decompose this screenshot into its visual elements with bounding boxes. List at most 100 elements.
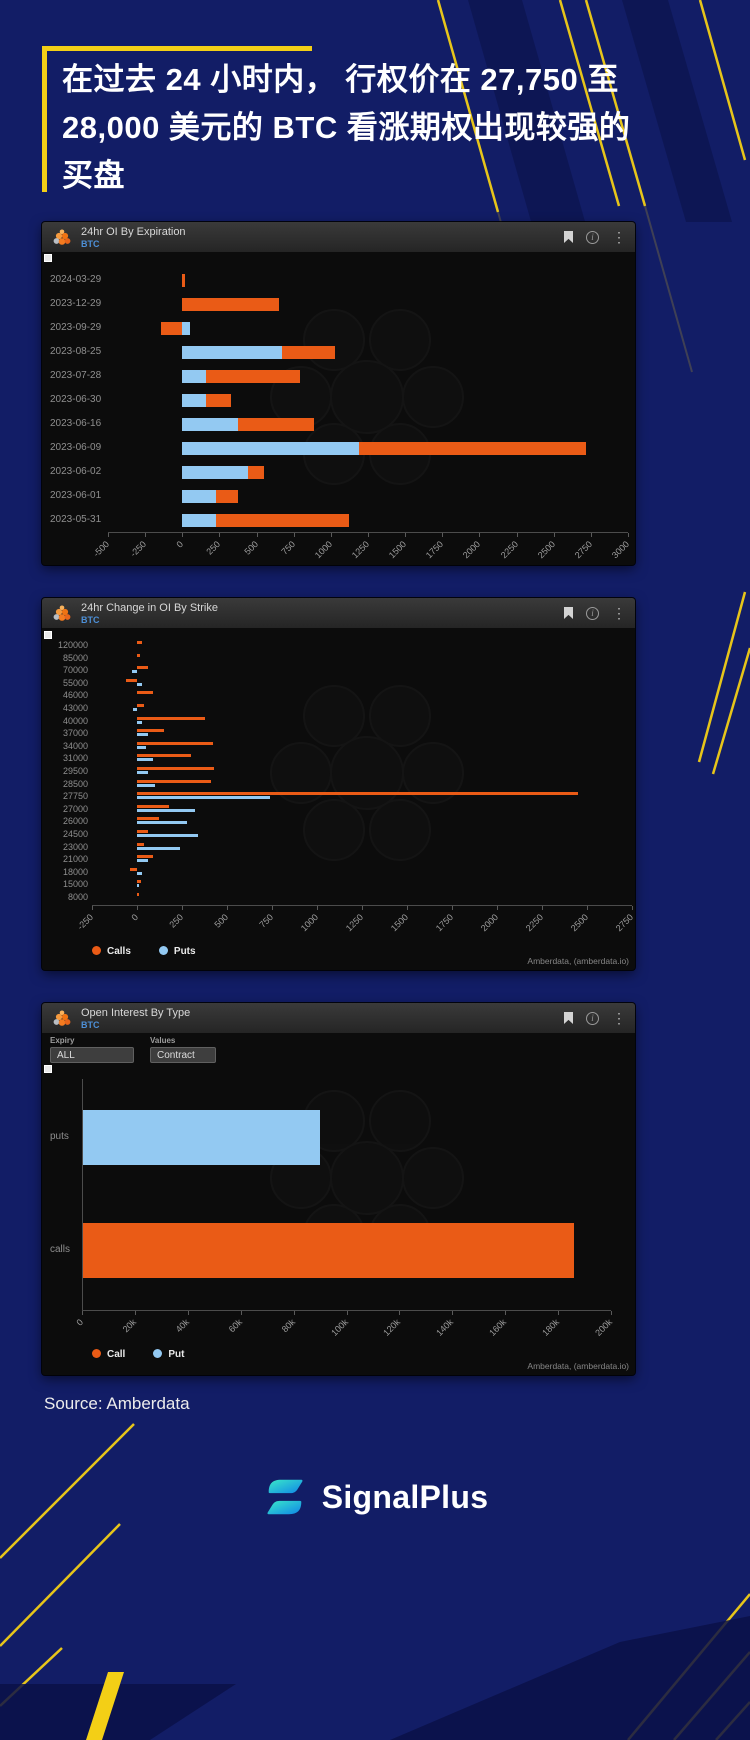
bar xyxy=(137,767,215,770)
legend-item-puts[interactable]: Puts xyxy=(158,946,196,957)
bar xyxy=(137,884,139,888)
x-tickmark xyxy=(452,906,453,910)
bar xyxy=(137,733,148,737)
category-label: 2023-12-29 xyxy=(50,298,102,309)
legend-item-call[interactable]: Call xyxy=(92,1349,125,1360)
bar xyxy=(137,741,213,745)
x-tickmark xyxy=(145,533,147,537)
bar xyxy=(133,708,137,711)
x-tickmark xyxy=(330,533,332,537)
legend-item-calls[interactable]: Calls xyxy=(92,946,131,957)
headline-block: 在过去 24 小时内， 行权价在 27,750 至 28,000 美元的 BTC… xyxy=(42,46,652,200)
x-tick-label: 1000 xyxy=(298,912,321,934)
bar xyxy=(137,871,143,875)
bar-segment xyxy=(247,465,264,479)
bar xyxy=(137,893,139,896)
change-in-oi-by-strike-chart: 120000 85000 70000 55000 46000 43000 40000 3700… xyxy=(42,628,635,970)
headline-text: 在过去 24 小时内， 行权价在 27,750 至 28,000 美元的 BTC… xyxy=(62,62,631,193)
category-label: 40000 xyxy=(62,715,88,726)
info-icon[interactable]: i xyxy=(586,1011,599,1025)
legend-item-put[interactable]: Put xyxy=(153,1349,184,1360)
category-label: 2023-06-01 xyxy=(50,490,102,501)
zoom-reset-box[interactable] xyxy=(44,1065,52,1073)
bar-segment xyxy=(182,465,248,479)
x-tick-label: 1750 xyxy=(424,539,446,561)
info-icon[interactable]: i xyxy=(586,606,599,620)
info-icon[interactable]: i xyxy=(586,230,599,244)
bar xyxy=(137,817,159,821)
category-label: 85000 xyxy=(62,652,88,663)
bar xyxy=(82,1222,574,1278)
bar xyxy=(137,666,148,670)
x-tickmark xyxy=(293,1311,295,1315)
bar xyxy=(137,804,170,808)
x-tickmark xyxy=(505,1311,507,1315)
expiry-select[interactable]: ALL xyxy=(50,1047,134,1063)
open-interest-by-type-chart: puts calls 0 20k 40k 60k 80k 100k 120k 140k 160k 18… xyxy=(42,1033,635,1375)
bar-segment xyxy=(182,489,216,503)
bar xyxy=(137,880,141,884)
bar xyxy=(137,855,154,859)
x-tick-label: 2000 xyxy=(478,912,501,934)
bookmark-icon[interactable] xyxy=(564,607,573,619)
chart-panel-oi-by-expiration: 24hr OI By Expiration BTC i ⋮ 2024-03-29… xyxy=(42,222,635,565)
brand-name: SignalPlus xyxy=(321,1478,489,1515)
x-tickmark xyxy=(399,1311,401,1315)
category-label: 55000 xyxy=(62,677,88,688)
x-tickmark xyxy=(137,906,138,910)
bar xyxy=(137,834,199,837)
chart-panel-change-in-oi-by-strike: 24hr Change in OI By Strike BTC i ⋮ 1200… xyxy=(42,598,635,970)
bar-segment xyxy=(182,417,238,431)
expiry-control: Expiry ALL xyxy=(50,1036,134,1063)
x-tick-label: -250 xyxy=(128,539,149,559)
bar-segment xyxy=(182,393,207,407)
x-tickmark xyxy=(293,533,295,537)
kebab-menu-icon[interactable]: ⋮ xyxy=(612,229,626,245)
category-label: 120000 xyxy=(57,640,88,650)
x-tick-label: 500 xyxy=(241,539,260,557)
values-select[interactable]: Contract xyxy=(150,1047,216,1063)
bar xyxy=(137,653,140,657)
x-tickmark xyxy=(553,533,555,537)
zoom-reset-box[interactable] xyxy=(44,254,52,262)
x-tick-label: 1250 xyxy=(343,912,366,934)
call-dot-icon xyxy=(92,1349,101,1358)
x-tick-label: 2750 xyxy=(613,912,635,934)
x-tick-label: 3000 xyxy=(609,539,632,561)
x-tickmark xyxy=(82,1311,83,1315)
headline-accent-top xyxy=(42,46,312,51)
x-tick-label: 1750 xyxy=(433,912,456,934)
bar xyxy=(137,846,181,850)
category-label: 2023-09-29 xyxy=(50,322,102,333)
x-tick-label: 120k xyxy=(381,1317,403,1338)
zoom-reset-box[interactable] xyxy=(44,631,52,639)
x-tick-label: 1500 xyxy=(388,912,411,934)
x-tickmark xyxy=(497,906,498,910)
x-axis xyxy=(92,905,632,906)
x-tickmark xyxy=(219,533,221,537)
bar-segment xyxy=(206,393,232,407)
bar xyxy=(137,682,143,686)
bookmark-icon[interactable] xyxy=(564,1012,573,1024)
x-tickmark xyxy=(240,1311,242,1315)
x-tickmark xyxy=(587,906,588,910)
kebab-menu-icon[interactable]: ⋮ xyxy=(612,605,626,621)
category-label: 23000 xyxy=(62,841,88,852)
bookmark-icon[interactable] xyxy=(564,231,573,243)
chart-body: 120000 85000 70000 55000 46000 43000 40000 3700… xyxy=(42,628,635,970)
category-label: 8000 xyxy=(67,892,88,902)
x-tickmark xyxy=(558,1311,560,1315)
x-tickmark xyxy=(405,533,407,537)
category-label: 27000 xyxy=(62,803,88,814)
x-tick-label: 2250 xyxy=(498,539,520,561)
x-tick-label: 2500 xyxy=(535,539,557,561)
category-label: 26000 xyxy=(62,816,88,827)
bar xyxy=(137,783,155,787)
values-label: Values xyxy=(150,1036,176,1045)
x-tick-label: 1000 xyxy=(312,539,334,561)
x-tick-label: 750 xyxy=(279,539,297,557)
category-label: 24500 xyxy=(62,829,88,839)
x-tickmark xyxy=(272,906,273,910)
kebab-menu-icon[interactable]: ⋮ xyxy=(612,1010,626,1026)
x-tickmark xyxy=(628,533,629,537)
